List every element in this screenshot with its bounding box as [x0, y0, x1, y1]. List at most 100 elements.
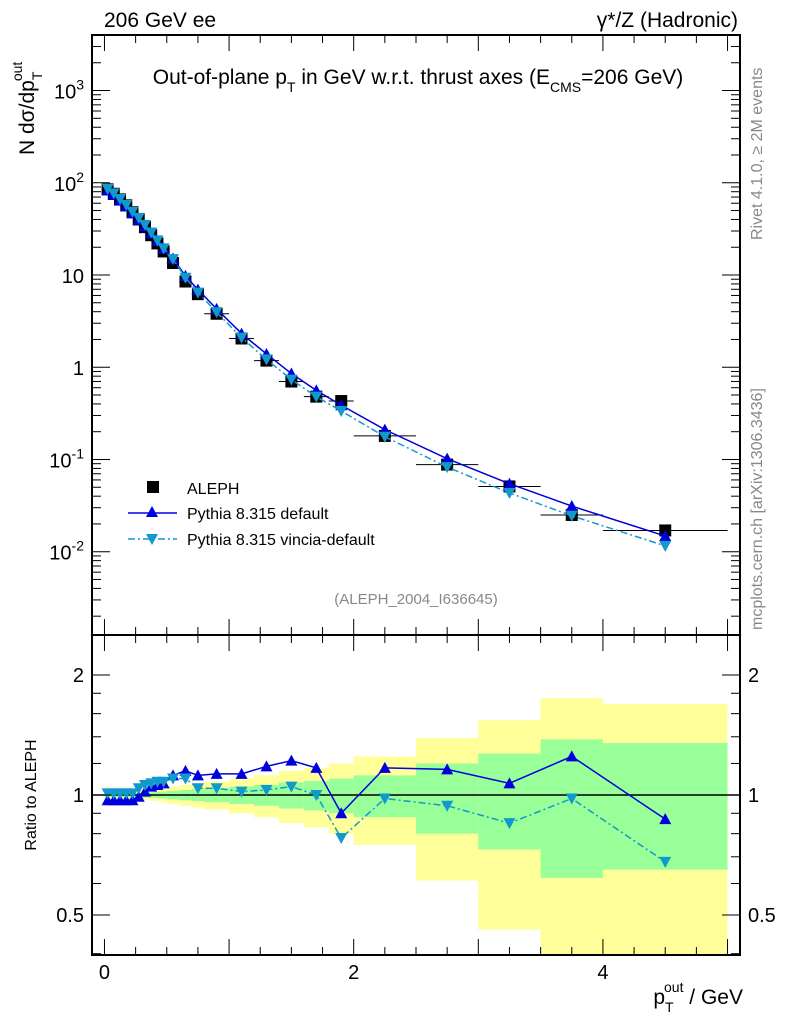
legend-pythia-marker: [146, 506, 158, 517]
y-tick-label: 10-1: [49, 445, 84, 472]
pythia-vincia-point: [101, 183, 114, 195]
pythia-vincia-point: [310, 391, 323, 403]
pythia-default-ratio-point: [503, 777, 516, 789]
pythia-default-ratio-point: [138, 785, 151, 797]
pythia-vincia-point: [565, 510, 578, 522]
header-left: 206 GeV ee: [104, 9, 216, 32]
pythia-default-ratio-point: [659, 813, 672, 825]
pythia-vincia-ratio-point: [285, 781, 298, 793]
y-tick-label: 102: [54, 169, 84, 196]
y-axis-label: N dσ/dpTout: [9, 62, 45, 155]
legend-pythia-label: Pythia 8.315 default: [187, 506, 329, 523]
pythia-vincia-ratio-point: [335, 833, 348, 845]
pythia-default-ratio-point: [132, 790, 145, 802]
pythia-default-ratio-point: [565, 750, 578, 762]
pythia-vincia-point: [210, 307, 223, 319]
pythia-vincia-point: [114, 194, 127, 206]
ratio-tick-label-right: 1: [748, 785, 759, 807]
pythia-vincia-point: [167, 254, 179, 266]
header-right: γ*/Z (Hadronic): [597, 9, 738, 32]
stat-uncertainty-band: [478, 753, 541, 850]
x-tick-label: 0: [99, 962, 110, 984]
pythia-default-point: [503, 477, 516, 489]
pythia-vincia-point: [126, 206, 139, 218]
stat-uncertainty-band: [540, 739, 603, 878]
stat-uncertainty-band: [602, 743, 728, 870]
pythia-vincia-point: [107, 188, 120, 200]
pythia-vincia-ratio-point: [260, 784, 273, 796]
pythia-default-ratio-point: [378, 761, 391, 773]
ratio-tick-label-left: 0.5: [56, 905, 84, 927]
pythia-vincia-point: [441, 462, 454, 474]
rivet-version-label: Rivet 4.1.0, ≥ 2M events: [749, 68, 766, 240]
pythia-vincia-ratio-point: [565, 793, 578, 805]
x-axis-label: pTout / GeV: [653, 979, 743, 1015]
legend-vincia-marker: [146, 534, 158, 545]
pythia-vincia-ratio-point: [441, 800, 454, 812]
stat-uncertainty-band: [416, 763, 479, 834]
pythia-vincia-ratio-point: [378, 793, 391, 805]
pythia-vincia-ratio-point: [503, 818, 516, 830]
legend: ALEPH Pythia 8.315 default Pythia 8.315 …: [128, 481, 375, 549]
ratio-tick-label-right: 0.5: [748, 905, 776, 927]
pythia-vincia-point: [260, 354, 273, 366]
pythia-vincia-ratio-point: [157, 776, 170, 788]
pythia-vincia-point: [120, 199, 133, 211]
pythia-default-ratio-point: [235, 767, 248, 779]
pythia-default-point: [659, 530, 672, 542]
y-tick-label: 10: [62, 266, 84, 288]
pythia-default-ratio-point: [285, 754, 298, 766]
y-tick-label: 103: [54, 77, 84, 104]
pythia-default-ratio-point: [191, 769, 204, 781]
pythia-vincia-ratio-point: [191, 783, 204, 795]
pythia-vincia-ratio-point: [235, 786, 248, 798]
pythia-default-point: [565, 500, 578, 512]
x-tick-label: 2: [348, 962, 359, 984]
pythia-default-ratio-point: [335, 807, 348, 819]
pythia-vincia-point: [151, 235, 164, 247]
pythia-default-ratio-point: [260, 760, 273, 772]
pythia-vincia-point: [145, 227, 158, 239]
pythia-vincia-point: [138, 219, 151, 231]
pythia-vincia-ratio-line: [107, 777, 666, 863]
ratio-y-axis-label: Ratio to ALEPH: [23, 739, 40, 850]
mcplots-reference-label: mcplots.cern.ch [arXiv:1306.3436]: [749, 388, 766, 630]
analysis-id-label: (ALEPH_2004_I636645): [334, 591, 497, 608]
uncertainty-bands: [92, 698, 740, 955]
pythia-vincia-point: [179, 272, 192, 284]
pythia-default-ratio-point: [210, 767, 223, 779]
y-tick-label: 10-2: [49, 538, 84, 565]
pythia-vincia-point: [659, 540, 672, 552]
pythia-vincia-ratio-point: [659, 856, 672, 868]
pythia-vincia-point: [132, 212, 145, 224]
pythia-vincia-ratio-point: [126, 788, 139, 800]
pythia-vincia-ratio-point: [310, 790, 323, 802]
legend-vincia-label: Pythia 8.315 vincia-default: [187, 532, 375, 549]
pythia-vincia-ratio-point: [179, 773, 192, 785]
data-marks: [101, 183, 728, 868]
pythia-default-ratio-point: [310, 761, 323, 773]
ratio-tick-label-left: 2: [73, 665, 84, 687]
pythia-default-point: [441, 452, 454, 464]
pythia-vincia-point: [335, 405, 348, 417]
legend-aleph-label: ALEPH: [187, 481, 239, 498]
x-tick-label: 4: [597, 962, 608, 984]
ratio-tick-label-right: 2: [748, 665, 759, 687]
pythia-vincia-point: [378, 431, 391, 443]
pythia-vincia-point: [157, 243, 170, 255]
legend-aleph-marker: [147, 481, 159, 493]
pythia-default-ratio-point: [126, 794, 139, 806]
pythia-vincia-ratio-point: [132, 783, 145, 795]
plot-title: Out-of-plane pT in GeV w.r.t. thrust axe…: [153, 66, 684, 95]
y-tick-label: 1: [73, 358, 84, 380]
pythia-vincia-point: [285, 374, 298, 386]
ratio-tick-label-left: 1: [73, 785, 84, 807]
pythia-default-ratio-point: [179, 764, 192, 776]
pythia-default-ratio-point: [441, 763, 454, 775]
pythia-vincia-ratio-point: [210, 783, 223, 795]
pythia-vincia-point: [235, 332, 248, 344]
pythia-vincia-point: [191, 287, 204, 299]
pythia-vincia-point: [503, 487, 516, 499]
axes: 0 2 4 10-2 10-1 1 10 102 103 0.5 0.5 1 1 2 2: [49, 34, 776, 984]
